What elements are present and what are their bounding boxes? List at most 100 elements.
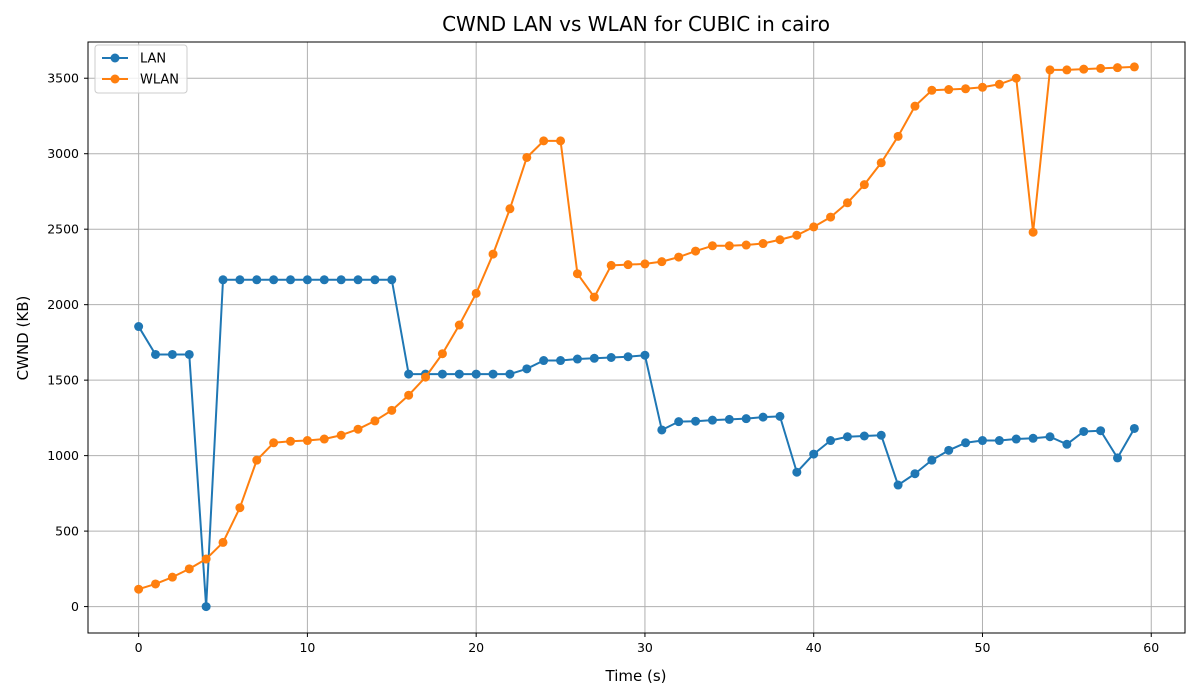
data-point-lan (1096, 426, 1106, 436)
data-point-lan (252, 275, 262, 285)
data-point-wlan (539, 136, 549, 146)
grid-lines (88, 42, 1185, 633)
data-point-lan (454, 369, 464, 379)
data-point-lan (1079, 426, 1089, 436)
data-point-wlan (488, 249, 498, 259)
data-point-lan (859, 431, 869, 441)
data-point-wlan (134, 584, 144, 594)
data-point-wlan (1129, 62, 1139, 72)
data-point-wlan (640, 259, 650, 269)
data-point-wlan (151, 579, 161, 589)
series-layer (134, 62, 1139, 612)
legend: LAN WLAN (94, 44, 188, 94)
data-point-lan (893, 480, 903, 490)
series-line-wlan (138, 65, 1135, 591)
x-tick-label: 20 (468, 640, 484, 655)
data-point-wlan (319, 434, 329, 444)
data-point-lan (387, 275, 397, 285)
data-point-lan (1011, 434, 1021, 444)
data-point-lan (286, 275, 296, 285)
data-point-lan (741, 414, 751, 424)
y-tick-label: 1000 (47, 448, 79, 463)
data-point-lan (218, 275, 228, 285)
data-point-wlan (606, 260, 616, 270)
x-axis-label: Time (s) (605, 667, 667, 685)
data-point-lan (471, 369, 481, 379)
data-point-lan (235, 275, 245, 285)
data-point-wlan (454, 320, 464, 330)
y-tick-label: 500 (55, 524, 79, 539)
data-point-lan (927, 455, 937, 465)
y-tick-label: 3500 (47, 71, 79, 86)
data-point-lan (1129, 423, 1139, 433)
data-point-lan (151, 349, 161, 359)
data-point-wlan (775, 235, 785, 245)
data-point-lan (437, 369, 447, 379)
data-point-lan (184, 349, 194, 359)
data-point-lan (944, 445, 954, 455)
data-point-lan (792, 467, 802, 477)
data-point-lan (1028, 433, 1038, 443)
data-point-lan (775, 411, 785, 421)
data-point-wlan (927, 85, 937, 95)
data-point-wlan (437, 349, 447, 359)
data-point-lan (319, 275, 329, 285)
data-point-wlan (961, 84, 971, 94)
data-point-wlan (1011, 73, 1021, 83)
data-point-lan (758, 412, 768, 422)
data-point-lan (842, 432, 852, 442)
legend-marker-lan (110, 53, 120, 63)
data-point-wlan (167, 572, 177, 582)
data-point-wlan (1062, 65, 1072, 75)
plot-frame (87, 41, 1186, 634)
data-point-wlan (826, 212, 836, 222)
data-point-lan (876, 430, 886, 440)
data-point-wlan (218, 537, 228, 547)
data-point-lan (353, 275, 363, 285)
data-point-lan (910, 469, 920, 479)
data-point-lan (404, 369, 414, 379)
data-point-wlan (809, 222, 819, 232)
data-point-wlan (505, 204, 515, 214)
y-tick-label: 2000 (47, 297, 79, 312)
data-point-wlan (184, 564, 194, 574)
data-point-wlan (876, 158, 886, 168)
data-point-lan (505, 369, 515, 379)
data-point-lan (640, 350, 650, 360)
data-point-wlan (572, 269, 582, 279)
data-point-wlan (623, 260, 633, 270)
data-point-lan (1045, 432, 1055, 442)
y-axis-label: CWND (KB) (14, 296, 32, 381)
data-point-lan (522, 364, 532, 374)
data-point-lan (623, 352, 633, 362)
data-point-lan (134, 322, 144, 332)
x-tick-label: 40 (806, 640, 822, 655)
data-point-lan (269, 275, 279, 285)
data-point-lan (994, 436, 1004, 446)
data-point-lan (977, 436, 987, 446)
data-point-wlan (387, 405, 397, 415)
data-point-wlan (522, 152, 532, 162)
data-point-lan (201, 602, 211, 612)
data-point-wlan (556, 136, 566, 146)
data-point-wlan (741, 240, 751, 250)
data-point-wlan (336, 430, 346, 440)
legend-marker-wlan (110, 74, 120, 84)
data-point-wlan (944, 85, 954, 95)
data-point-lan (724, 414, 734, 424)
data-point-lan (336, 275, 346, 285)
data-point-wlan (286, 436, 296, 446)
y-tick-label: 0 (71, 599, 79, 614)
data-point-wlan (792, 230, 802, 240)
data-point-lan (1062, 439, 1072, 449)
data-point-wlan (1079, 64, 1089, 74)
y-tick-label: 1500 (47, 373, 79, 388)
data-point-wlan (1045, 65, 1055, 75)
legend-label-wlan: WLAN (140, 73, 179, 88)
data-point-wlan (893, 131, 903, 141)
data-point-wlan (404, 390, 414, 400)
data-point-wlan (707, 241, 717, 251)
data-point-lan (572, 354, 582, 364)
data-point-wlan (589, 292, 599, 302)
data-point-wlan (471, 288, 481, 298)
